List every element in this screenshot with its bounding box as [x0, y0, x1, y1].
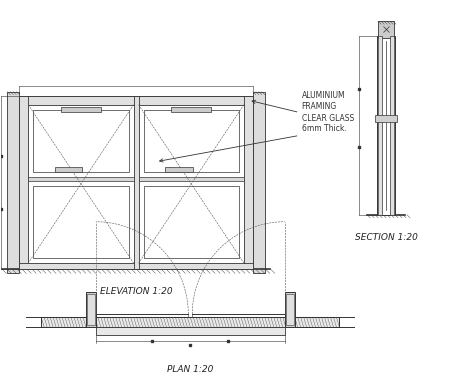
Bar — [61, 107, 101, 112]
Bar — [244, 96, 253, 270]
Bar — [375, 115, 397, 122]
Bar — [86, 292, 96, 327]
Text: PLAN 1:20: PLAN 1:20 — [167, 365, 213, 374]
Text: ELEVATION 1:20: ELEVATION 1:20 — [100, 287, 173, 296]
Text: SECTION 1:20: SECTION 1:20 — [355, 233, 418, 242]
Bar — [138, 177, 244, 181]
Bar — [55, 167, 82, 172]
Bar — [41, 317, 339, 327]
Bar — [378, 36, 382, 215]
Bar — [286, 294, 294, 325]
Bar — [390, 36, 394, 215]
Bar — [19, 96, 28, 270]
Bar — [134, 96, 138, 270]
Bar — [144, 186, 239, 258]
Bar — [285, 292, 295, 327]
Bar — [377, 36, 395, 215]
Bar — [19, 96, 253, 270]
Text: ALUMINIUM
FRAMING: ALUMINIUM FRAMING — [301, 91, 345, 111]
Bar — [87, 294, 95, 325]
Text: CLEAR GLASS
6mm Thick.: CLEAR GLASS 6mm Thick. — [301, 114, 354, 133]
Bar — [19, 96, 253, 270]
Bar — [165, 167, 193, 172]
Bar — [144, 110, 239, 172]
Bar — [33, 186, 128, 258]
Bar — [378, 21, 394, 38]
Bar — [253, 92, 265, 273]
Bar — [19, 263, 253, 270]
Bar — [8, 92, 19, 273]
Bar — [172, 107, 211, 112]
Bar — [33, 110, 128, 172]
Bar — [96, 327, 285, 335]
Bar — [28, 177, 134, 181]
Bar — [19, 96, 253, 105]
